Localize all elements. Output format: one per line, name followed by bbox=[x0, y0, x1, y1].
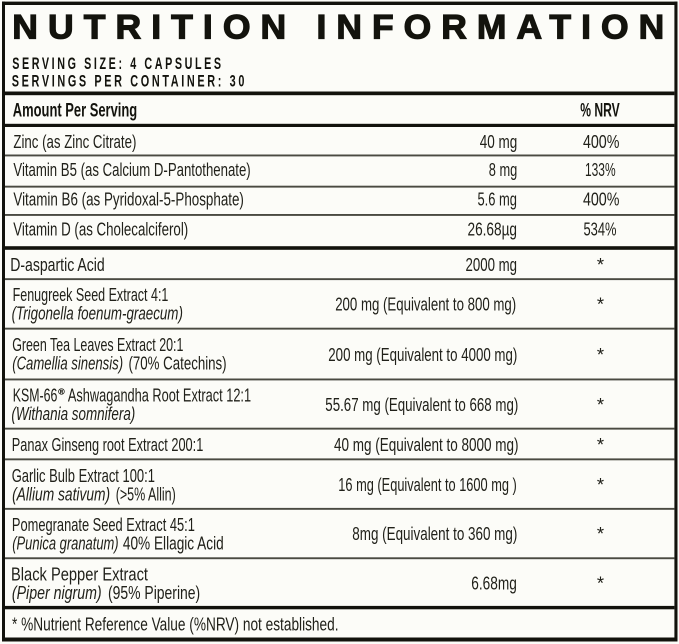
svg-text:(Trigonella foenum-graecum): (Trigonella foenum-graecum) bbox=[12, 303, 183, 324]
svg-text:(>5% Allin): (>5% Allin) bbox=[116, 484, 176, 505]
svg-text:Green Tea Leaves Extract 20:1: Green Tea Leaves Extract 20:1 bbox=[12, 334, 183, 355]
svg-text:Pomegranate Seed Extract 45:1: Pomegranate Seed Extract 45:1 bbox=[12, 514, 195, 535]
svg-text:*: * bbox=[597, 434, 604, 455]
svg-text:% NRV: % NRV bbox=[580, 101, 620, 122]
svg-text:SERVING SIZE: 4 CAPSULES: SERVING SIZE: 4 CAPSULES bbox=[12, 55, 224, 73]
svg-text:40 mg (Equivalent to 8000 mg): 40 mg (Equivalent to 8000 mg) bbox=[334, 434, 519, 455]
svg-text:KSM-66: KSM-66 bbox=[13, 385, 58, 406]
svg-text:40% Ellagic Acid: 40% Ellagic Acid bbox=[123, 533, 224, 554]
svg-text:(Allium sativum): (Allium sativum) bbox=[12, 484, 110, 505]
svg-text:Black Pepper Extract: Black Pepper Extract bbox=[11, 564, 148, 585]
svg-text:Zinc (as Zinc Citrate): Zinc (as Zinc Citrate) bbox=[13, 131, 136, 152]
svg-text:*: * bbox=[597, 394, 604, 415]
svg-text:5.6 mg: 5.6 mg bbox=[478, 188, 518, 209]
svg-text:SERVINGS PER CONTAINER: 30: SERVINGS PER CONTAINER: 30 bbox=[12, 73, 247, 91]
svg-text:*: * bbox=[597, 344, 604, 365]
svg-text:Ashwagandha Root Extract 12:1: Ashwagandha Root Extract 12:1 bbox=[68, 385, 251, 406]
svg-text:Amount Per Serving: Amount Per Serving bbox=[13, 101, 137, 122]
svg-text:40 mg: 40 mg bbox=[480, 131, 518, 152]
svg-text:* %Nutrient Reference Value (%: * %Nutrient Reference Value (%NRV) not e… bbox=[12, 614, 339, 634]
svg-text:16 mg (Equivalent to 1600 mg ): 16 mg (Equivalent to 1600 mg ) bbox=[338, 474, 517, 495]
svg-text:*: * bbox=[597, 254, 604, 275]
svg-text:6.68mg: 6.68mg bbox=[471, 572, 517, 593]
svg-text:*: * bbox=[597, 523, 604, 544]
svg-text:Vitamin B5 (as Calcium D-Panto: Vitamin B5 (as Calcium D-Pantothenate) bbox=[13, 159, 250, 180]
svg-text:*: * bbox=[597, 572, 604, 593]
svg-text:Vitamin D (as Cholecalciferol): Vitamin D (as Cholecalciferol) bbox=[13, 218, 188, 239]
svg-text:NUTRITION: NUTRITION bbox=[12, 9, 296, 47]
svg-text:(70% Catechins): (70% Catechins) bbox=[129, 353, 227, 374]
svg-text:(Withania somnifera): (Withania somnifera) bbox=[11, 403, 135, 424]
svg-text:2000 mg: 2000 mg bbox=[466, 254, 518, 275]
svg-text:55.67 mg (Equivalent to 668 mg: 55.67 mg (Equivalent to 668 mg) bbox=[325, 394, 518, 415]
svg-text:(Camellia sinensis): (Camellia sinensis) bbox=[12, 353, 123, 374]
svg-text:Fenugreek Seed Extract 4:1: Fenugreek Seed Extract 4:1 bbox=[13, 284, 169, 305]
svg-text:D-aspartic Acid: D-aspartic Acid bbox=[10, 254, 105, 275]
svg-text:200 mg (Equivalent to 800 mg): 200 mg (Equivalent to 800 mg) bbox=[335, 294, 516, 315]
svg-text:133%: 133% bbox=[585, 159, 616, 180]
svg-text:®: ® bbox=[58, 387, 65, 397]
svg-text:200 mg (Equivalent to 4000 mg): 200 mg (Equivalent to 4000 mg) bbox=[328, 344, 517, 365]
svg-text:(95% Piperine): (95% Piperine) bbox=[108, 582, 200, 603]
svg-text:INFORMATION: INFORMATION bbox=[317, 9, 675, 47]
svg-text:(Piper nigrum): (Piper nigrum) bbox=[12, 582, 102, 603]
svg-text:8mg (Equivalent to 360 mg): 8mg (Equivalent to 360 mg) bbox=[352, 523, 517, 544]
svg-text:400%: 400% bbox=[583, 131, 620, 152]
svg-text:Panax Ginseng root Extract 200: Panax Ginseng root Extract 200:1 bbox=[12, 434, 204, 455]
svg-text:*: * bbox=[597, 294, 604, 315]
svg-text:400%: 400% bbox=[583, 188, 620, 209]
svg-text:534%: 534% bbox=[584, 218, 617, 239]
svg-text:Vitamin B6 (as Pyridoxal-5-Pho: Vitamin B6 (as Pyridoxal-5-Phosphate) bbox=[13, 188, 244, 209]
svg-text:8 mg: 8 mg bbox=[489, 159, 518, 180]
svg-text:(Punica granatum): (Punica granatum) bbox=[12, 533, 118, 554]
svg-text:*: * bbox=[597, 474, 604, 495]
svg-text:Garlic Bulb Extract 100:1: Garlic Bulb Extract 100:1 bbox=[12, 465, 155, 486]
svg-text:26.68µg: 26.68µg bbox=[468, 218, 518, 239]
